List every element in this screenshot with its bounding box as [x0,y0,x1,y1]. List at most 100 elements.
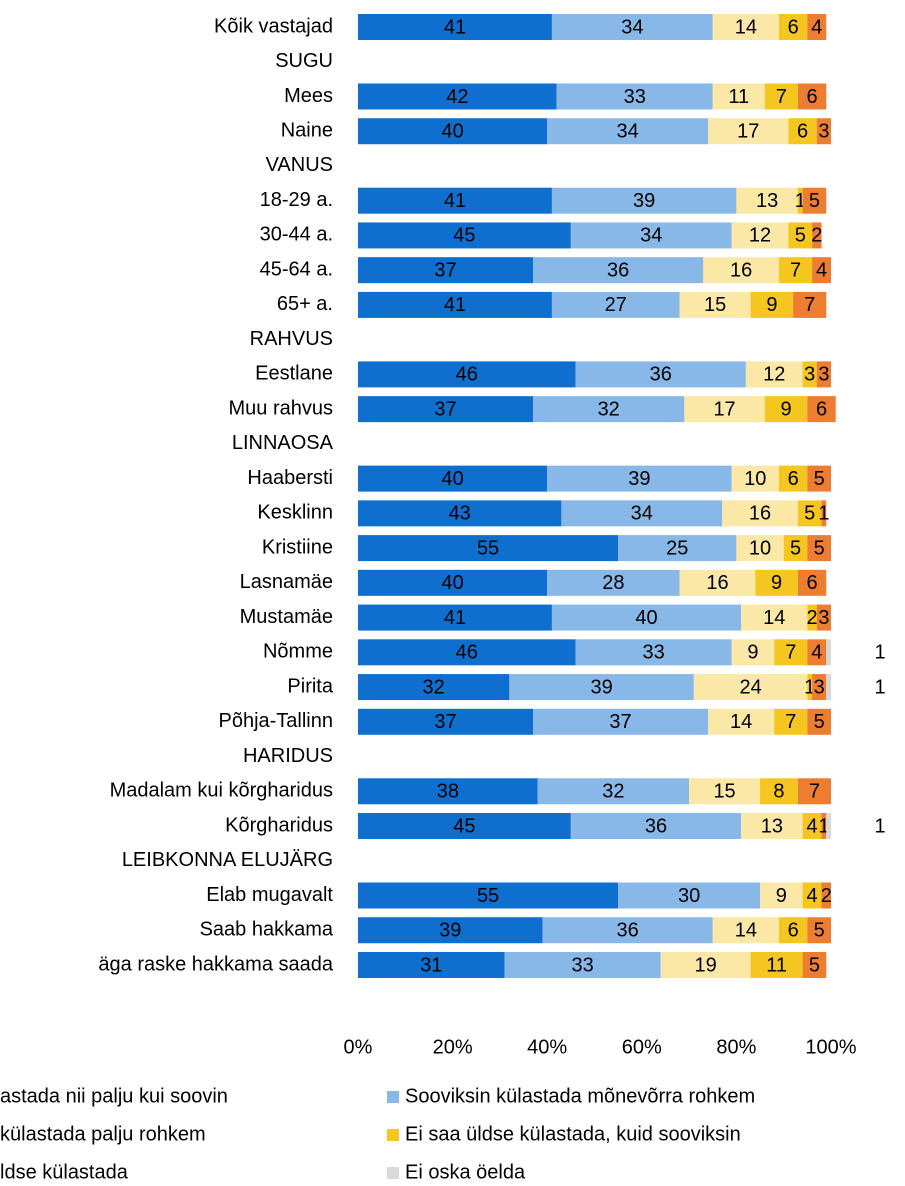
bar-segment [812,222,822,249]
bar-segment [807,535,831,562]
bar-segment [703,257,779,284]
bar-segment [358,951,505,978]
data-label: 1 [874,815,885,837]
bar-segment [816,604,831,631]
data-label: 37 [609,711,631,733]
legend-swatch [387,1091,399,1103]
bar-segment [802,951,827,978]
legend-label: Sooviksin külastada mõnevõrra rohkem [405,1085,755,1107]
bar-segment [722,500,798,527]
y-tick-label: Kõik vastajad [214,15,333,37]
bar-segment [802,187,827,214]
data-label: 32 [602,781,624,803]
bar-segment [812,674,827,701]
y-tick-label: Nõmme [263,641,333,663]
data-label: 39 [590,676,612,698]
y-tick-label: LINNAOSA [232,432,334,454]
bar-segment [551,14,713,40]
bar-segment [712,83,765,110]
data-label: 6 [788,16,799,38]
data-label: 41 [444,16,466,38]
bar-segment [778,465,808,492]
y-tick-label: Kesklinn [257,502,333,524]
data-label: 6 [807,572,818,594]
data-label: 17 [713,398,735,420]
bar-segment [708,118,789,145]
y-tick-label: 30-44 a. [260,224,333,246]
data-label: 14 [735,920,757,942]
bar-segment [774,708,808,735]
y-tick-label: Kõrgharidus [225,814,333,836]
data-label: 45 [453,815,475,837]
bar-segment [533,396,685,423]
bar-segment [358,187,552,214]
y-tick-label: LEIBKONNA ELUJÄRG [122,849,333,871]
data-label: 5 [795,225,806,247]
data-label: 9 [781,398,792,420]
bar-segment [556,83,713,110]
data-label: 7 [790,259,801,281]
bar-segment [802,882,822,909]
data-label: 34 [640,225,662,247]
bar-segment [826,674,831,701]
data-label: 1 [874,642,885,664]
data-label: 6 [797,121,808,143]
data-label: 30 [678,885,700,907]
bar-segment [788,222,813,249]
data-label: 6 [807,86,818,108]
data-label: 12 [749,225,771,247]
bar-segment [358,813,571,840]
data-label: 5 [790,537,801,559]
data-label: 42 [446,86,468,108]
data-label: 11 [766,954,787,976]
bar-segment [774,639,808,666]
data-label: 25 [666,537,688,559]
bar-segment [551,187,737,214]
data-label: 15 [713,781,735,803]
x-tick-label: 100% [805,1036,856,1058]
bar-segment [570,813,742,840]
data-label: 13 [756,190,778,212]
data-label: 34 [631,503,653,525]
data-label: 3 [804,364,815,386]
y-tick-label: Saab hakkama [200,919,334,941]
data-label: 36 [650,364,672,386]
data-label: 37 [434,398,456,420]
bar-segment [358,639,576,666]
bar-segment [561,500,723,527]
bar-segment [731,639,775,666]
data-label: 19 [695,954,717,976]
y-tick-label: Eestlane [255,363,333,385]
data-label: 1 [818,503,829,525]
bar-segment [358,465,548,492]
data-label: 16 [730,259,752,281]
data-label: 4 [807,885,818,907]
bar-segment [358,222,571,249]
bar-segment [689,778,761,805]
data-label: 36 [607,259,629,281]
y-tick-label: Madalam kui kõrgharidus [110,780,333,802]
bar-segment [745,361,803,388]
data-label: 2 [807,607,818,629]
bar-segment [802,813,822,840]
bar-segment [684,396,765,423]
bar-segment [358,257,534,284]
bar-segment [358,83,557,110]
legend-label: Ei oska öelda [405,1161,526,1183]
data-label: 41 [444,607,466,629]
bar-segment [660,951,751,978]
y-tick-label: Lasnamäe [240,571,333,593]
bar-segment [547,569,680,596]
data-label: 15 [704,294,726,316]
bar-segment [816,361,831,388]
bar-segment [797,500,822,527]
x-tick-label: 40% [527,1036,567,1058]
data-label: 4 [807,815,818,837]
bar-segment [807,465,831,492]
data-label: 4 [811,642,822,664]
bar-segment [570,222,732,249]
bar-segment [750,951,803,978]
data-label: 11 [728,86,749,108]
data-label: 43 [449,503,471,525]
